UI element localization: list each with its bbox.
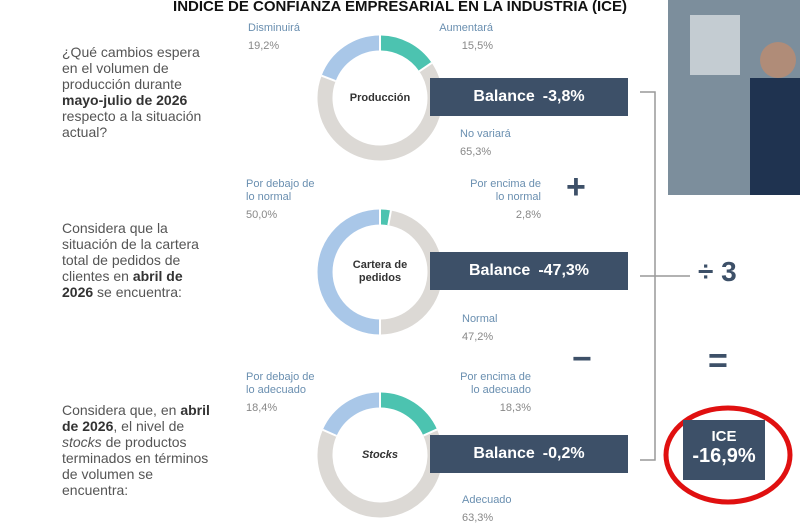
donut-segment [321,35,381,82]
donut-segment [322,392,381,437]
balance-box: Balance -0,2% [430,435,628,473]
segment-value: 15,5% [461,40,493,52]
segment-label: Adecuado [462,494,512,506]
question: Considera que la situación de la cartera… [62,220,212,300]
question-part: , el nivel de [113,418,185,434]
segment-value: 18,4% [246,402,278,414]
divide-operator: ÷ 3 [698,256,737,287]
segment-label: Disminuirá [248,22,300,34]
photo-machine [690,15,740,75]
donut-center-label: Cartera de pedidos [352,259,408,284]
segment-label: Aumentará [439,22,493,34]
segment-value: 50,0% [246,209,278,221]
donut-segment [379,35,432,72]
question-part: abril de 2026 [62,402,210,434]
ice-value: -16,9% [692,445,756,467]
equals-operator: = [708,342,728,380]
segment-label: Por debajo de lo normal [246,178,315,203]
question-part: respecto a la situación actual? [62,108,202,140]
donut-center-label: Producción [349,91,411,104]
question: Considera que, en abril de 2026, el nive… [62,402,212,498]
donut-segment [379,209,391,226]
segment-value: 47,2% [462,331,494,343]
donut-center-label: Stocks [361,448,399,461]
donut-segment [317,209,381,335]
segment-value: 2,8% [515,209,541,221]
balance-label: Balance [468,262,531,279]
plus-operator: + [566,168,586,206]
balance-box: Balance -3,8% [430,78,628,116]
segment-value: 18,3% [499,402,531,414]
donut-segment [317,429,443,518]
photo-person-body [750,78,800,195]
donut-segment [317,62,443,161]
segment-label: No variará [460,128,511,140]
question: ¿Qué cambios espera en el volumen de pro… [62,44,212,140]
segment-label: Por debajo de lo adecuado [246,371,315,396]
balance-box: Balance -47,3% [430,252,628,290]
minus-operator: − [572,340,592,378]
segment-value: 63,3% [462,512,494,524]
balance-value: -47,3% [538,262,590,279]
balance-label: Balance [473,88,535,105]
segment-gap [322,428,337,437]
ice-label: ICE [711,428,737,445]
question-part: stocks [62,434,102,450]
segment-gap [387,210,392,226]
donut-segment [379,392,438,436]
question-part: de productos terminados en términos de v… [62,434,209,498]
question-part: se encuentra: [93,284,182,300]
question-part: abril de 2026 [62,268,183,300]
segment-gap [418,62,433,73]
question-part: Considera que, en [62,402,181,418]
ice-box: ICE -16,9% [683,420,765,480]
segment-value: 65,3% [460,146,492,158]
photo-person [760,42,796,78]
title: ÍNDICE DE CONFIANZA EMPRESARIAL EN LA IN… [173,0,627,15]
question-part: Considera que la situación de la cartera… [62,220,199,284]
segment-value: 19,2% [248,40,280,52]
segment-label: Normal [462,313,498,325]
segment-gap [422,428,438,437]
question-part: mayo-julio de 2026 [62,92,188,108]
question-part: ¿Qué cambios espera en el volumen de pro… [62,44,200,92]
segment-gap [321,74,336,83]
balance-value: -3,8% [542,88,585,105]
balance-label: Balance [473,445,535,462]
balance-value: -0,2% [542,445,585,462]
segment-label: Por encima de lo adecuado [460,371,531,396]
highlight-circle [663,405,793,505]
segment-label: Por encima de lo normal [470,178,541,203]
